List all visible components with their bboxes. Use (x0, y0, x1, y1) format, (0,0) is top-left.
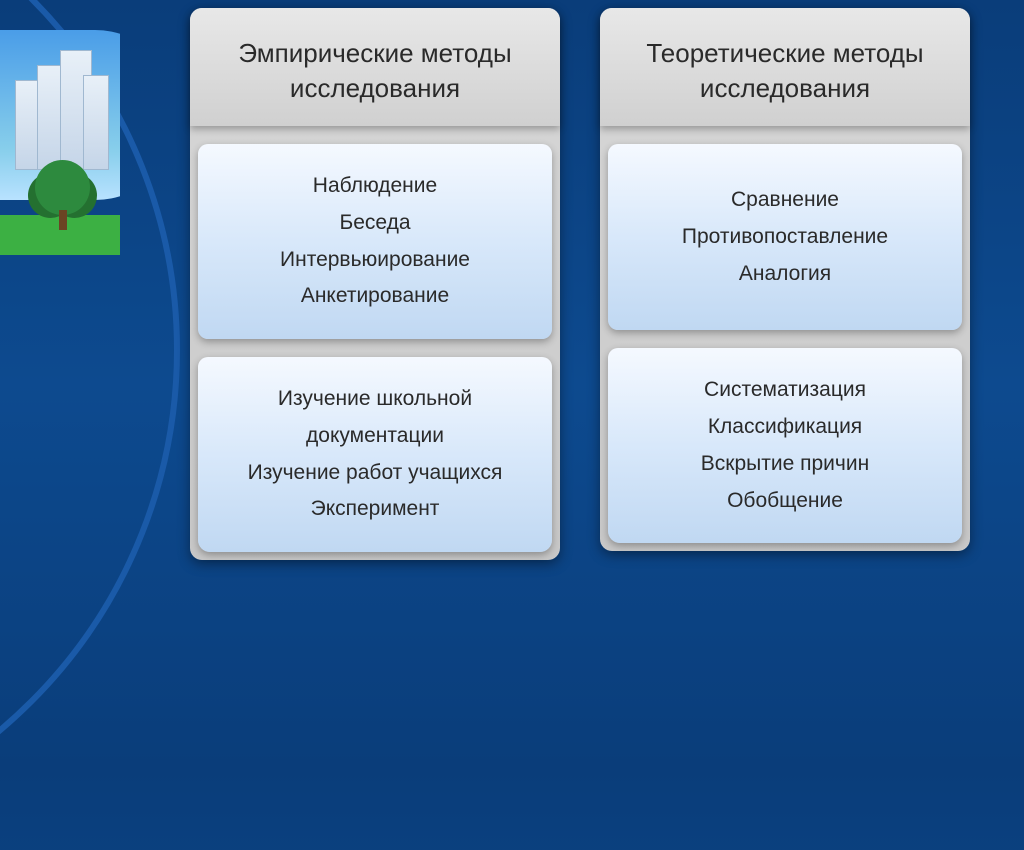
list-item: Интервьюирование (216, 242, 534, 279)
list-item: Эксперимент (216, 491, 534, 528)
theoretical-panel-2: Систематизация Классификация Вскрытие пр… (608, 348, 962, 543)
panel-header-empirical: Эмпирические методы исследования (190, 8, 560, 126)
theoretical-panel-1: Сравнение Противопоставление Аналогия (608, 144, 962, 330)
column-empirical: Эмпирические методы исследования Наблюде… (190, 8, 560, 560)
list-item: Обобщение (626, 483, 944, 520)
list-item: Вскрытие причин (626, 446, 944, 483)
list-item: Беседа (216, 205, 534, 242)
empirical-panel-2: Изучение школьной документации Изучение … (198, 357, 552, 552)
column-wrap-theoretical: Теоретические методы исследования Сравне… (600, 8, 970, 551)
header-text: Теоретические методы исследования (646, 38, 923, 103)
list-item: Изучение работ учащихся (216, 455, 534, 492)
main-content: Эмпирические методы исследования Наблюде… (190, 8, 970, 560)
list-item: Изучение школьной документации (216, 381, 534, 455)
column-theoretical: Теоретические методы исследования Сравне… (600, 8, 970, 560)
city-illustration (0, 30, 120, 320)
list-item: Наблюдение (216, 168, 534, 205)
list-item: Сравнение (626, 182, 944, 219)
list-item: Противопоставление (626, 219, 944, 256)
list-item: Классификация (626, 409, 944, 446)
header-text: Эмпирические методы исследования (238, 38, 511, 103)
list-item: Анкетирование (216, 278, 534, 315)
list-item: Аналогия (626, 256, 944, 293)
column-wrap-empirical: Эмпирические методы исследования Наблюде… (190, 8, 560, 560)
list-item: Систематизация (626, 372, 944, 409)
empirical-panel-1: Наблюдение Беседа Интервьюирование Анкет… (198, 144, 552, 339)
panel-header-theoretical: Теоретические методы исследования (600, 8, 970, 126)
